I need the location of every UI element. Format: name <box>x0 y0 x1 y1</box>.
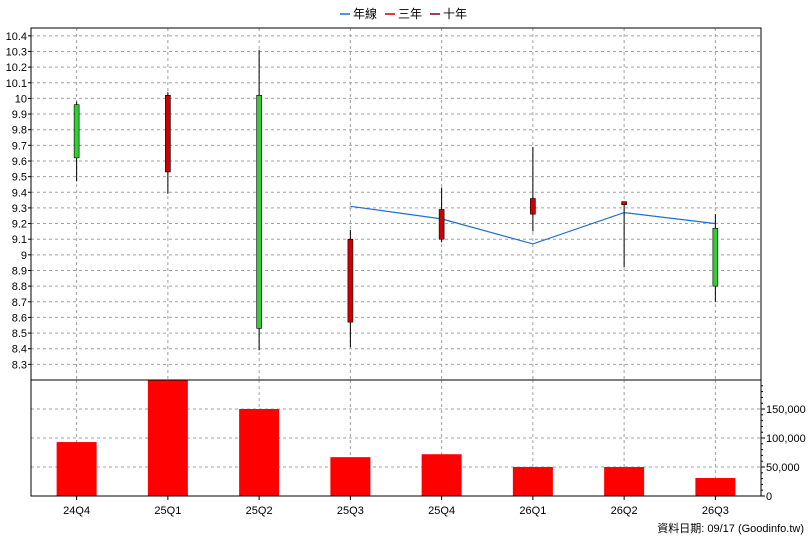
price-tick-label: 10.4 <box>6 31 27 43</box>
price-tick-label: 8.8 <box>12 281 27 293</box>
x-tick-label: 26Q1 <box>519 505 546 517</box>
price-tick-label: 9.2 <box>12 219 27 231</box>
price-tick-label: 9.1 <box>12 234 27 246</box>
candle-body <box>712 227 719 287</box>
legend-label: 十年 <box>443 7 467 21</box>
price-tick-label: 9.3 <box>12 203 27 215</box>
price-tick-label: 9.9 <box>12 109 27 121</box>
volume-bars <box>56 380 736 496</box>
candle-body <box>438 209 445 240</box>
price-tick-label: 8.3 <box>12 359 27 371</box>
price-tick-label: 9.5 <box>12 172 27 184</box>
volume-bar <box>239 409 280 496</box>
volume-tick-label: 0 <box>766 491 772 503</box>
candle-body <box>256 94 262 329</box>
x-tick-label: 25Q3 <box>337 505 364 517</box>
price-tick-label: 10.3 <box>6 46 27 58</box>
volume-bar <box>604 467 645 496</box>
volume-bar <box>421 454 462 496</box>
price-tick-label: 8.5 <box>12 328 27 340</box>
x-tick-label: 26Q2 <box>611 505 638 517</box>
price-tick-label: 10.2 <box>6 62 27 74</box>
price-grid <box>31 28 761 380</box>
price-tick-label: 8.7 <box>12 297 27 309</box>
candle-body <box>530 198 536 215</box>
volume-bar <box>512 467 553 496</box>
volume-bar <box>330 457 371 496</box>
price-tick-label: 10.1 <box>6 78 27 90</box>
x-tick-label: 24Q4 <box>63 505 90 517</box>
plot-frames <box>30 27 762 497</box>
volume-tick-label: 100,000 <box>766 433 806 445</box>
price-tick-label: 9.4 <box>12 187 27 199</box>
volume-bar <box>56 442 97 496</box>
candle-body <box>165 94 171 173</box>
legend-label: 年線 <box>353 6 377 21</box>
x-tick-label: 25Q1 <box>154 505 181 517</box>
volume-tick-label: 150,000 <box>766 404 806 416</box>
ma-line-group <box>350 205 716 245</box>
volume-tick-label: 50,000 <box>766 462 800 474</box>
footer-date: 資料日期: 09/17 (Goodinfo.tw) <box>657 521 804 535</box>
price-tick-label: 9.6 <box>12 156 27 168</box>
ma-line <box>350 205 716 245</box>
price-tick-label: 9.8 <box>12 125 27 137</box>
candle-body <box>73 104 80 159</box>
volume-bar <box>695 478 736 496</box>
candle-body <box>621 201 627 206</box>
x-tick-label: 26Q3 <box>702 505 729 517</box>
price-axis: 8.3 8.4 8.5 8.6 8.7 8.8 8.9 9 9.1 9.2 9.3 9.4 9.5 9.6… <box>6 31 31 371</box>
legend-label: 三年 <box>398 7 422 21</box>
price-tick-label: 8.6 <box>12 312 27 324</box>
x-tick-label: 25Q2 <box>246 505 273 517</box>
price-tick-label: 10 <box>15 93 27 105</box>
volume-axis: 0 50,000 100,000 150,000 <box>761 385 806 503</box>
price-tick-label: 9 <box>21 250 27 262</box>
candle-body <box>347 238 354 323</box>
volume-grid <box>31 380 761 496</box>
price-tick-label: 8.4 <box>12 344 27 356</box>
volume-panel-frame <box>30 379 762 497</box>
volume-bar <box>147 380 188 496</box>
price-tick-label: 9.7 <box>12 140 27 152</box>
legend: 年線 三年 十年 <box>340 6 467 21</box>
price-tick-label: 8.9 <box>12 265 27 277</box>
price-panel-frame <box>30 27 762 381</box>
candles <box>73 49 719 351</box>
x-axis: 24Q4 25Q1 25Q2 25Q3 25Q4 26Q1 26Q2 26Q3 <box>63 496 729 517</box>
x-tick-label: 25Q4 <box>428 505 455 517</box>
